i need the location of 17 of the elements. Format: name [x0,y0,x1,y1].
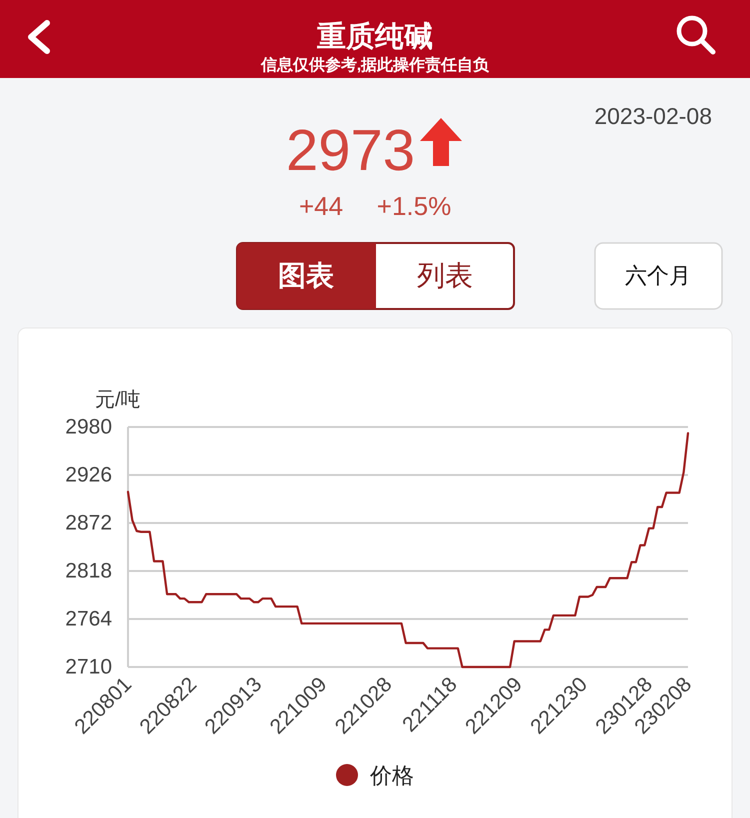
y-tick-label: 2710 [65,656,112,678]
y-tick-label: 2764 [65,608,112,630]
y-axis-title: 元/吨 [95,389,141,411]
y-tick-label: 2818 [65,560,112,582]
text: 六个月 [625,263,691,288]
y-tick-label: 2872 [65,512,112,534]
text: 列表 [417,260,473,291]
chart-title: 重质纯碱 [316,21,433,53]
y-tick-label: 2926 [65,464,112,486]
text: 图表 [278,260,334,291]
y-tick-label: 2980 [65,416,112,438]
text: +1.5% [376,191,452,221]
legend-label: 价格 [369,762,414,788]
text: 2973 [286,118,415,183]
chart-subtitle: 信息仅供参考,据此操作责任自负 [260,56,490,74]
text: 2023-02-08 [594,103,712,129]
text: +44 [298,191,344,221]
